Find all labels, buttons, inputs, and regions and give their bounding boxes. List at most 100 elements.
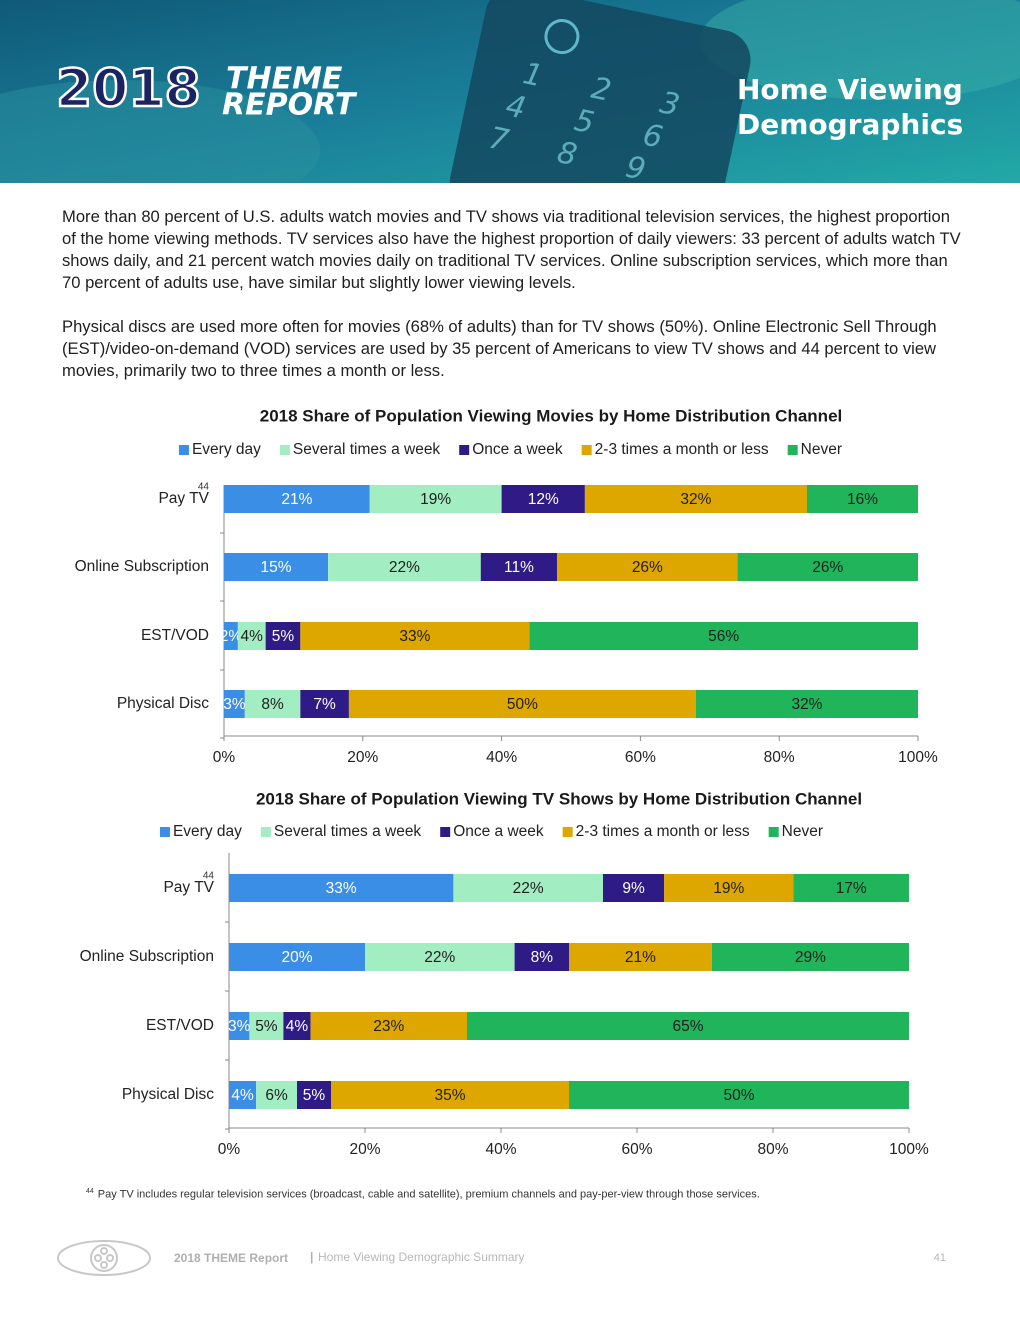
legend-swatch xyxy=(260,827,271,837)
data-label: 26% xyxy=(812,559,843,576)
bar-segment xyxy=(793,874,909,902)
bar-segment xyxy=(557,553,738,581)
footer-brand: 2018 THEME Report xyxy=(174,1251,288,1265)
legend-item: Several times a week xyxy=(279,441,440,458)
bar-segment xyxy=(229,943,365,971)
y-tick-label: Online Subscription xyxy=(80,948,214,965)
data-label: 2% xyxy=(220,628,243,645)
chart: 2018 Share of Population Viewing TV Show… xyxy=(80,789,929,1158)
data-label: 35% xyxy=(434,1087,465,1104)
data-label: 6% xyxy=(265,1087,288,1104)
logo-year: 2018 xyxy=(56,59,201,119)
y-tick-label: Pay TV xyxy=(158,490,209,507)
footnote-marker: 44 xyxy=(86,1188,94,1195)
bar-segment xyxy=(229,1012,250,1040)
y-tick-label: Physical Disc xyxy=(117,695,209,712)
data-label: 21% xyxy=(625,949,656,966)
legend-label: 2-3 times a month or less xyxy=(576,823,750,840)
legend-label: Never xyxy=(782,823,823,840)
legend-item: Every day xyxy=(159,823,242,840)
bar-segment xyxy=(603,874,665,902)
page-title: Home Viewing xyxy=(737,73,963,106)
legend-swatch xyxy=(787,445,798,455)
data-label: 19% xyxy=(420,491,451,508)
data-label: 19% xyxy=(713,880,744,897)
bar-segment xyxy=(331,1081,569,1109)
bar-segment xyxy=(283,1012,311,1040)
legend-item: Every day xyxy=(178,441,261,458)
data-label: 5% xyxy=(272,628,295,645)
data-label: 22% xyxy=(513,880,544,897)
paragraph: Physical discs are used more often for m… xyxy=(62,317,937,380)
bar-segment xyxy=(237,622,266,650)
data-label: 9% xyxy=(622,880,645,897)
x-tick-label: 20% xyxy=(349,1141,380,1158)
y-tick-label: EST/VOD xyxy=(141,627,209,644)
data-label: 5% xyxy=(303,1087,326,1104)
x-tick-label: 60% xyxy=(621,1141,652,1158)
legend-label: Every day xyxy=(192,441,261,458)
x-tick-label: 60% xyxy=(625,749,656,766)
legend-item: Never xyxy=(787,441,842,458)
data-label: 7% xyxy=(313,696,336,713)
banner-shape xyxy=(700,0,1020,100)
paragraph: More than 80 percent of U.S. adults watc… xyxy=(62,207,961,292)
bar-segment xyxy=(328,553,481,581)
data-label: 4% xyxy=(241,628,264,645)
data-label: 32% xyxy=(680,491,711,508)
bar-segment xyxy=(711,943,909,971)
bar-segment xyxy=(806,485,918,513)
bar-segment xyxy=(480,553,558,581)
chart-title: 2018 Share of Population Viewing TV Show… xyxy=(256,789,862,808)
data-label: 8% xyxy=(261,696,284,713)
x-tick-label: 40% xyxy=(486,749,517,766)
x-tick-label: 80% xyxy=(757,1141,788,1158)
footer-logo xyxy=(57,1240,151,1276)
annotation: 44 xyxy=(203,871,215,882)
legend-swatch xyxy=(279,445,290,455)
data-label: 15% xyxy=(261,559,292,576)
footer-section: Home Viewing Demographic Summary xyxy=(318,1250,525,1264)
chart: 2018 Share of Population Viewing Movies … xyxy=(75,406,938,766)
data-label: 23% xyxy=(373,1018,404,1035)
data-label: 12% xyxy=(528,491,559,508)
legend-item: Several times a week xyxy=(260,823,421,840)
bar-segment xyxy=(224,690,245,718)
bar-segment xyxy=(224,553,329,581)
y-tick-label: Online Subscription xyxy=(75,558,209,575)
y-tick-label: Physical Disc xyxy=(122,1086,214,1103)
y-tick-label: Pay TV xyxy=(163,879,214,896)
data-label: 8% xyxy=(531,949,554,966)
legend-swatch xyxy=(768,827,779,837)
legend-swatch xyxy=(459,445,470,455)
bar-segment xyxy=(514,943,569,971)
data-label: 4% xyxy=(286,1018,309,1035)
legend-swatch xyxy=(178,445,189,455)
bar-segment xyxy=(501,485,585,513)
bar-segment xyxy=(224,622,238,650)
legend-label: Once a week xyxy=(453,823,544,840)
x-tick-label: 0% xyxy=(213,749,236,766)
bar-segment xyxy=(467,1012,909,1040)
data-label: 29% xyxy=(795,949,826,966)
page-number: 41 xyxy=(934,1252,946,1264)
bar-segment xyxy=(224,485,370,513)
bar-segment xyxy=(369,485,502,513)
bar-segment xyxy=(569,943,712,971)
bar-segment xyxy=(453,874,603,902)
bar-segment xyxy=(365,943,515,971)
legend-swatch xyxy=(159,827,170,837)
x-tick-label: 0% xyxy=(218,1141,241,1158)
data-label: 3% xyxy=(223,696,246,713)
bar-segment xyxy=(244,690,301,718)
footer-separator: | xyxy=(310,1250,313,1264)
data-label: 26% xyxy=(632,559,663,576)
data-label: 32% xyxy=(791,696,822,713)
bar-segment xyxy=(348,690,696,718)
bar-segment xyxy=(249,1012,284,1040)
bar-segment xyxy=(300,622,530,650)
data-label: 22% xyxy=(389,559,420,576)
